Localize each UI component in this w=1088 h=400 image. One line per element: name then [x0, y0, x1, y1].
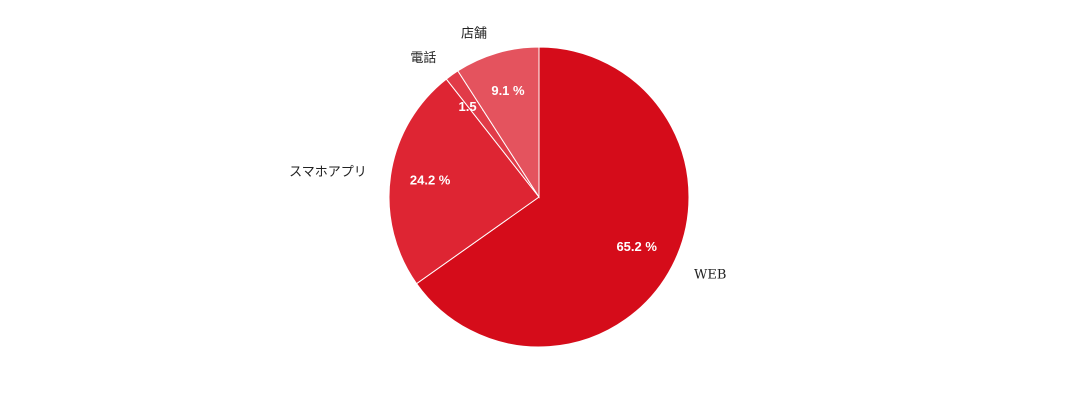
value-label: 65.2 % — [616, 239, 657, 254]
category-label: 電話 — [410, 50, 436, 66]
pie-slice — [457, 46, 540, 199]
value-label: 9.1 % — [491, 83, 525, 98]
pie-slice — [415, 46, 690, 348]
category-label: WEB — [694, 268, 726, 283]
pie-slice — [388, 78, 540, 285]
category-label: スマホアプリ — [289, 165, 367, 180]
value-label: 24.2 % — [410, 173, 451, 188]
category-label: 店舗 — [461, 26, 487, 41]
